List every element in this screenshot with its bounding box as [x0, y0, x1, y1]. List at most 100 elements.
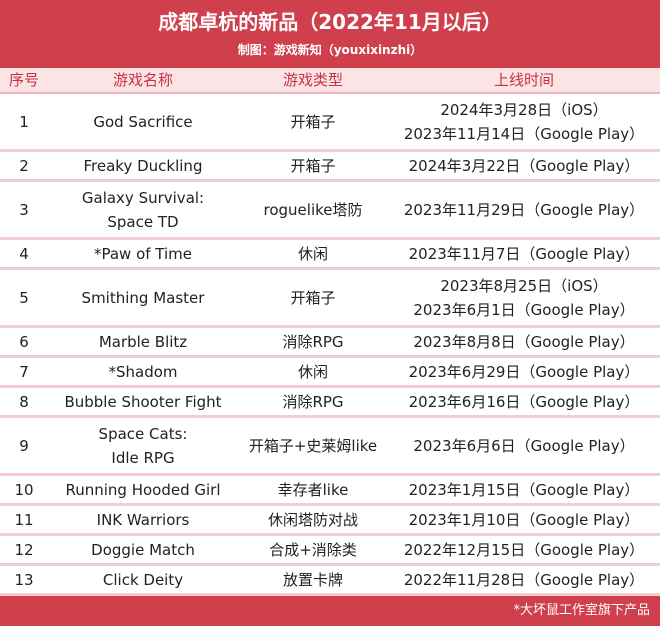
cell: 休闲塔防对战	[238, 506, 388, 533]
cell: 3	[19, 200, 29, 219]
cell: 9	[19, 436, 29, 455]
cell: 2022年11月28日（Google Play）	[388, 566, 660, 593]
table-row: 10 Running Hooded Girl 幸存者like 2023年1月15日（G…	[0, 476, 660, 506]
cell-line: Running Hooded Girl	[65, 480, 221, 499]
cell: 2023年8月25日（iOS） 2023年6月1日（Google Play）	[388, 270, 660, 325]
table: 序号 游戏名称 游戏类型 上线时间 1 God Sacrifice 开箱子 2024年3月28…	[0, 68, 660, 596]
cell: 2023年1月15日（Google Play）	[388, 476, 660, 503]
cell: Galaxy Survival: Space TD	[48, 182, 238, 237]
cell-line: 2023年8月8日（Google Play）	[413, 332, 635, 351]
cell-line: Galaxy Survival:	[81, 188, 205, 207]
table-row: 7 *Shadom 休闲 2023年6月29日（Google Play）	[0, 358, 660, 388]
cell-line: Smithing Master	[81, 288, 205, 307]
cell-line: 2023年8月25日（iOS）	[440, 276, 608, 295]
cell: 2024年3月28日（iOS） 2023年11月14日（Google Play）	[388, 94, 660, 149]
cell: 消除RPG	[238, 328, 388, 355]
column-header: 游戏类型	[282, 71, 343, 89]
cell: Doggie Match	[48, 536, 238, 563]
cell-line: 2023年11月29日（Google Play）	[403, 200, 645, 219]
table-row: 12 Doggie Match 合成+消除类 2022年12月15日（Google P…	[0, 536, 660, 566]
cell: 2023年11月29日（Google Play）	[388, 182, 660, 237]
table-row: 9 Space Cats: Idle RPG 开箱子+史莱姆like 2023年6月6日…	[0, 418, 660, 476]
cell: 放置卡牌	[238, 566, 388, 593]
cell: 10	[14, 480, 34, 499]
cell-line: 2024年3月28日（iOS）	[440, 100, 608, 119]
header: 成都卓杭的新品（2022年11月以后） 制图：游戏新知（youxixinzhi）	[0, 0, 660, 68]
cell: 2023年6月29日（Google Play）	[388, 358, 660, 385]
cell: 2023年11月7日（Google Play）	[388, 240, 660, 267]
cell: Click Deity	[48, 566, 238, 593]
cell: Space Cats: Idle RPG	[48, 418, 238, 473]
cell-line: 2023年1月10日（Google Play）	[408, 510, 640, 529]
cell: 13	[14, 570, 34, 589]
cell: 12	[14, 540, 34, 559]
cell-line: Freaky Duckling	[83, 156, 203, 175]
cell-line: *Shadom	[108, 362, 178, 381]
cell-line: 2022年11月28日（Google Play）	[403, 570, 645, 589]
table-row: 3 Galaxy Survival: Space TD roguelike塔防 2023…	[0, 182, 660, 240]
cell: Bubble Shooter Fight	[48, 388, 238, 415]
cell-line: God Sacrifice	[93, 112, 193, 131]
cell: Smithing Master	[48, 270, 238, 325]
cell: 开箱子	[238, 152, 388, 179]
cell: God Sacrifice	[48, 94, 238, 149]
cell-line: Space Cats:	[98, 424, 188, 443]
cell-line: Click Deity	[102, 570, 184, 589]
cell: 2023年1月10日（Google Play）	[388, 506, 660, 533]
cell-line: 开箱子+史莱姆like	[248, 436, 378, 455]
cell: 2024年3月22日（Google Play）	[388, 152, 660, 179]
cell: 6	[19, 332, 29, 351]
cell-line: 休闲	[297, 362, 328, 381]
table-row: 4 *Paw of Time 休闲 2023年11月7日（Google Play）	[0, 240, 660, 270]
cell-line: 开箱子	[290, 288, 336, 307]
cell: Freaky Duckling	[48, 152, 238, 179]
title: 成都卓杭的新品（2022年11月以后）	[158, 10, 502, 34]
cell-line: 休闲塔防对战	[267, 510, 358, 529]
table-row: 5 Smithing Master 开箱子 2023年8月25日（iOS） 2023年6…	[0, 270, 660, 328]
cell-line: INK Warriors	[96, 510, 190, 529]
cell-line: 休闲	[297, 244, 328, 263]
cell-line: 开箱子	[290, 112, 336, 131]
cell-line: 2023年6月16日（Google Play）	[408, 392, 640, 411]
cell-line: Idle RPG	[111, 448, 175, 467]
cell: INK Warriors	[48, 506, 238, 533]
cell: 2022年12月15日（Google Play）	[388, 536, 660, 563]
cell-line: Marble Blitz	[98, 332, 188, 351]
cell-line: 放置卡牌	[282, 570, 343, 589]
cell: 2023年6月16日（Google Play）	[388, 388, 660, 415]
cell-line: 2023年6月29日（Google Play）	[408, 362, 640, 381]
table-row: 8 Bubble Shooter Fight 消除RPG 2023年6月16日（Goo…	[0, 388, 660, 418]
column-header: 序号	[8, 71, 39, 89]
table-row: 1 God Sacrifice 开箱子 2024年3月28日（iOS） 2023年11月…	[0, 94, 660, 152]
cell-line: 2024年3月22日（Google Play）	[408, 156, 640, 175]
cell-line: Space TD	[107, 212, 179, 231]
table-row: 6 Marble Blitz 消除RPG 2023年8月8日（Google Play）	[0, 328, 660, 358]
cell: 2	[19, 156, 29, 175]
cell: 开箱子	[238, 94, 388, 149]
cell: 开箱子+史莱姆like	[238, 418, 388, 473]
cell: 休闲	[238, 358, 388, 385]
cell-line: 幸存者like	[277, 480, 349, 499]
cell-line: 开箱子	[290, 156, 336, 175]
cell-line: 2023年6月1日（Google Play）	[413, 300, 635, 319]
cell-line: 2023年11月7日（Google Play）	[408, 244, 640, 263]
cell-line: 2023年6月6日（Google Play）	[413, 436, 635, 455]
column-header: 游戏名称	[112, 71, 173, 89]
cell: 开箱子	[238, 270, 388, 325]
column-header: 上线时间	[493, 71, 554, 89]
cell-line: 2023年1月15日（Google Play）	[408, 480, 640, 499]
table-row: 13 Click Deity 放置卡牌 2022年11月28日（Google Play…	[0, 566, 660, 596]
cell: *Paw of Time	[48, 240, 238, 267]
cell: 8	[19, 392, 29, 411]
cell: 7	[19, 362, 29, 381]
cell-line: 消除RPG	[282, 332, 344, 351]
cell-line: roguelike塔防	[263, 200, 363, 219]
cell: 5	[19, 288, 29, 307]
cell-line: Bubble Shooter Fight	[64, 392, 222, 411]
subtitle: 制图：游戏新知（youxixinzhi）	[237, 43, 423, 57]
cell: roguelike塔防	[238, 182, 388, 237]
cell: *Shadom	[48, 358, 238, 385]
table-row: 11 INK Warriors 休闲塔防对战 2023年1月10日（Google Pl…	[0, 506, 660, 536]
cell: 2023年8月8日（Google Play）	[388, 328, 660, 355]
